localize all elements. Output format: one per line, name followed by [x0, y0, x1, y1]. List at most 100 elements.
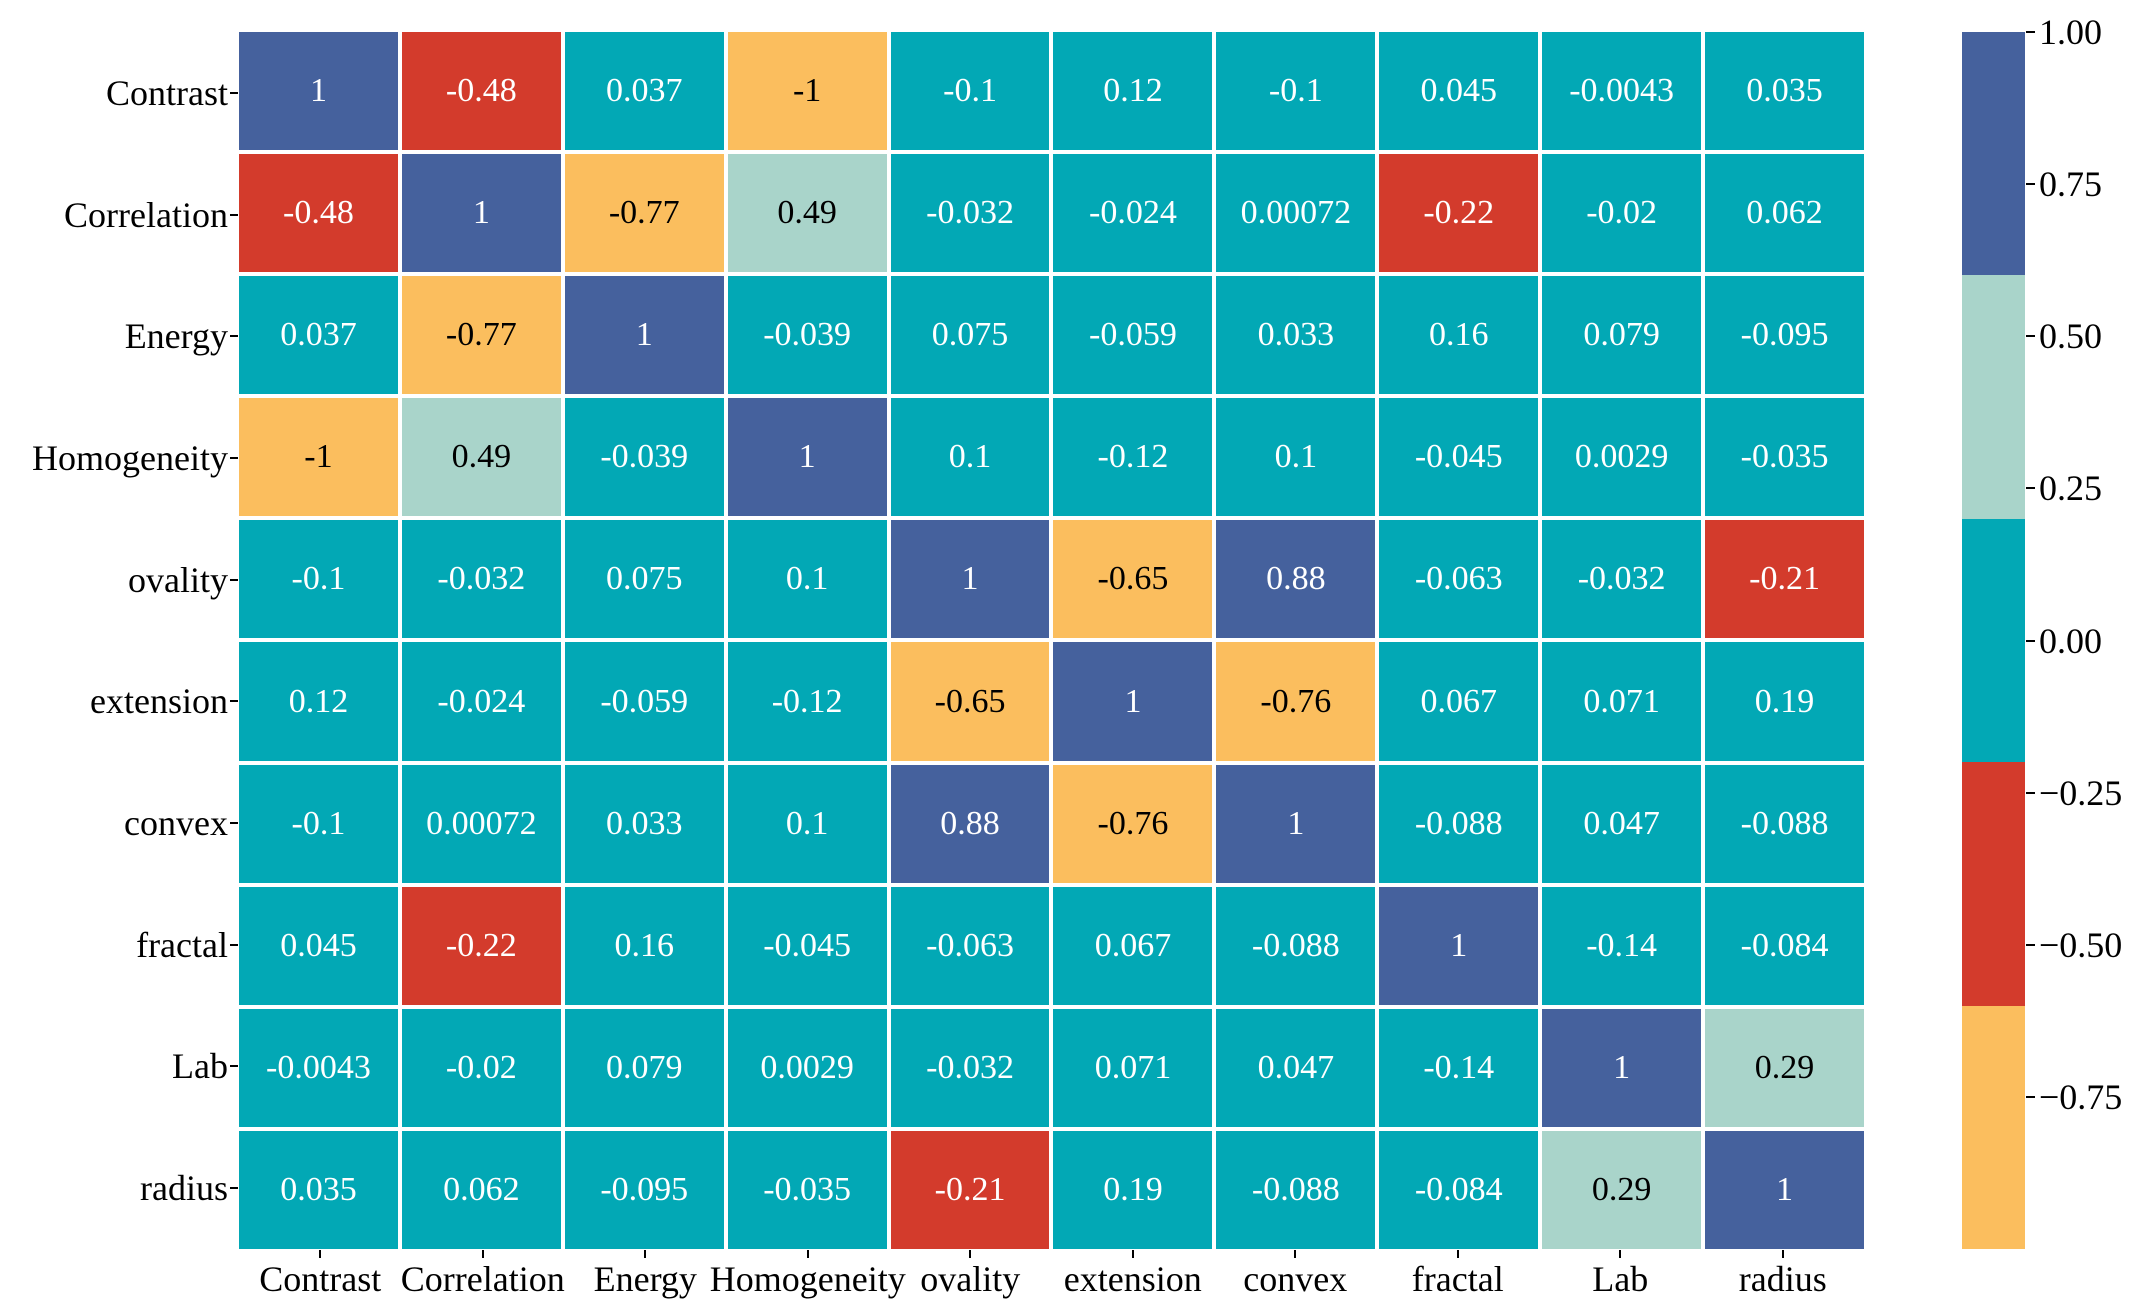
heatmap-cell-Energy-Lab: 0.079 — [1542, 276, 1702, 395]
x-axis-label-radius: radius — [1738, 1259, 1827, 1299]
x-axis-tick — [969, 1250, 972, 1258]
y-axis-tick — [230, 943, 238, 946]
x-axis-labels: Contrast Correlation Energy Homogeneity oval… — [239, 1256, 1864, 1302]
heatmap-cell-Correlation-ovality: -0.032 — [890, 154, 1050, 273]
cell-value: -0.035 — [1740, 438, 1829, 476]
heatmap-cell-Lab-fractal: -0.14 — [1379, 1008, 1539, 1127]
cell-value: -0.084 — [1740, 926, 1829, 964]
colorbar-tick — [2026, 1095, 2035, 1098]
cell-value: -0.039 — [763, 316, 852, 354]
cell-value: -0.76 — [1097, 804, 1169, 842]
x-axis-label-Energy: Energy — [593, 1259, 697, 1299]
cell-value: -0.1 — [943, 72, 997, 110]
heatmap-cell-Correlation-convex: 0.00072 — [1216, 154, 1376, 273]
y-axis-tick — [230, 822, 238, 825]
heatmap-cell-Correlation-Contrast: -0.48 — [239, 154, 398, 273]
cell-value: -0.059 — [1089, 316, 1177, 354]
cell-value: 1 — [1124, 682, 1142, 720]
heatmap-cell-convex-ovality: 0.88 — [890, 764, 1050, 883]
cell-value: 1 — [309, 72, 327, 110]
cell-value: -0.22 — [1423, 194, 1495, 232]
cell-value: -0.14 — [1423, 1048, 1495, 1086]
cell-value: -0.02 — [1586, 194, 1658, 232]
heatmap-cell-convex-convex: 1 — [1216, 764, 1376, 883]
heatmap-cell-fractal-Correlation: -0.22 — [401, 886, 561, 1005]
y-axis-tick — [230, 1187, 238, 1190]
cell-value: -0.039 — [600, 438, 689, 476]
heatmap-cell-Contrast-Lab: -0.0043 — [1542, 32, 1702, 151]
heatmap-cell-fractal-Homogeneity: -0.045 — [727, 886, 887, 1005]
colorbar-tick — [2026, 943, 2035, 946]
heatmap-cell-Lab-Contrast: -0.0043 — [239, 1008, 398, 1127]
cell-value: 0.0029 — [1574, 438, 1669, 476]
heatmap-cell-extension-Contrast: 0.12 — [239, 642, 398, 761]
y-axis-labels: Contrast Correlation Energy Homogeneity oval… — [0, 32, 228, 1249]
y-axis-tick — [230, 700, 238, 703]
heatmap-cell-Homogeneity-Correlation: 0.49 — [401, 398, 561, 517]
cell-value: 1 — [635, 316, 653, 354]
heatmap-cell-radius-Energy: -0.095 — [564, 1130, 724, 1249]
heatmap-cell-convex-extension: -0.76 — [1053, 764, 1213, 883]
cell-value: -0.1 — [291, 560, 346, 598]
heatmap-cell-Homogeneity-fractal: -0.045 — [1379, 398, 1539, 517]
cell-value: 0.035 — [1746, 72, 1823, 110]
cell-value: -0.65 — [934, 682, 1006, 720]
heatmap-cell-Lab-Correlation: -0.02 — [401, 1008, 561, 1127]
cell-value: 0.047 — [1583, 804, 1660, 842]
heatmap-cell-Contrast-fractal: 0.045 — [1379, 32, 1539, 151]
heatmap-cell-fractal-Lab: -0.14 — [1542, 886, 1702, 1005]
x-axis-tick — [319, 1250, 322, 1258]
heatmap-cell-Correlation-radius: 0.062 — [1705, 154, 1864, 273]
y-axis-tick — [230, 456, 238, 459]
cell-value: 0.19 — [1754, 682, 1815, 720]
heatmap-cell-extension-extension: 1 — [1053, 642, 1213, 761]
cell-value: -0.1 — [291, 804, 346, 842]
heatmap-cell-convex-Lab: 0.047 — [1542, 764, 1702, 883]
cell-value: 0.067 — [1420, 682, 1497, 720]
heatmap-cell-Energy-radius: -0.095 — [1705, 276, 1864, 395]
colorbar-segment-orange — [1962, 1005, 2025, 1249]
heatmap-cell-Contrast-Contrast: 1 — [239, 32, 398, 151]
heatmap-cell-ovality-Contrast: -0.1 — [239, 520, 398, 639]
x-axis-label-extension: extension — [1063, 1259, 1202, 1299]
heatmap-cell-Energy-fractal: 0.16 — [1379, 276, 1539, 395]
cell-value: 1 — [1613, 1048, 1631, 1086]
heatmap-cell-ovality-fractal: -0.063 — [1379, 520, 1539, 639]
heatmap-cell-radius-fractal: -0.084 — [1379, 1130, 1539, 1249]
y-axis-tick — [230, 213, 238, 216]
cell-value: -0.48 — [445, 72, 517, 110]
cell-value: 0.49 — [777, 194, 837, 232]
cell-value: -0.14 — [1586, 926, 1658, 964]
heatmap-cell-radius-convex: -0.088 — [1216, 1130, 1376, 1249]
heatmap-cell-Energy-Contrast: 0.037 — [239, 276, 398, 395]
cell-value: -0.084 — [1414, 1170, 1503, 1208]
cell-value: 0.12 — [288, 682, 349, 720]
y-axis-tick — [230, 335, 238, 338]
y-axis-label-convex: convex — [124, 803, 228, 844]
cell-value: -0.032 — [1577, 560, 1666, 598]
cell-value: 1 — [472, 194, 490, 232]
heatmap-cell-Contrast-Energy: 0.037 — [564, 32, 724, 151]
cell-value: 0.033 — [1257, 316, 1335, 354]
heatmap-cell-Homogeneity-Contrast: -1 — [239, 398, 398, 517]
cell-value: -0.65 — [1097, 560, 1169, 598]
colorbar-segment-teal — [1962, 518, 2025, 763]
heatmap-cell-Homogeneity-Energy: -0.039 — [564, 398, 724, 517]
cell-value: 0.1 — [948, 438, 992, 476]
heatmap-cell-Energy-extension: -0.059 — [1053, 276, 1213, 395]
heatmap-cell-extension-convex: -0.76 — [1216, 642, 1376, 761]
heatmap-cell-convex-radius: -0.088 — [1705, 764, 1864, 883]
x-axis-label-fractal: fractal — [1411, 1259, 1504, 1299]
heatmap-cell-fractal-extension: 0.067 — [1053, 886, 1213, 1005]
heatmap-cell-fractal-convex: -0.088 — [1216, 886, 1376, 1005]
heatmap-cell-convex-Energy: 0.033 — [564, 764, 724, 883]
heatmap-cell-Homogeneity-radius: -0.035 — [1705, 398, 1864, 517]
cell-value: 0.035 — [280, 1170, 357, 1208]
x-axis-tick — [644, 1250, 647, 1258]
cell-value: -0.063 — [926, 926, 1014, 964]
cell-value: 0.1 — [785, 560, 829, 598]
colorbar-tick-label: −0.25 — [2039, 772, 2123, 813]
heatmap-cell-Contrast-Correlation: -0.48 — [401, 32, 561, 151]
heatmap-cell-extension-Correlation: -0.024 — [401, 642, 561, 761]
